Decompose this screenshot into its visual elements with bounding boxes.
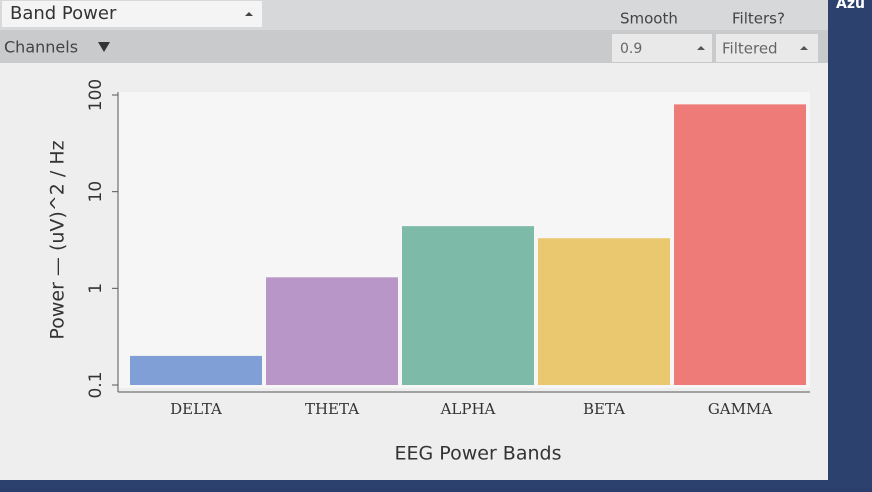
dropdown-arrow xyxy=(245,12,253,16)
bar xyxy=(402,226,534,385)
y-tick-label: 0.1 xyxy=(86,371,106,398)
x-tick-label: GAMMA xyxy=(708,400,773,418)
dropdown-arrow xyxy=(800,46,808,50)
widget-title: Band Power xyxy=(10,3,117,24)
smooth-select[interactable] xyxy=(612,34,712,62)
y-tick-label: 1 xyxy=(86,283,106,294)
filters-label: Filters? xyxy=(732,10,785,28)
filters-select[interactable] xyxy=(716,34,818,62)
bar xyxy=(266,277,398,385)
channels-button[interactable]: Channels xyxy=(4,38,78,57)
x-tick-label: ALPHA xyxy=(440,400,496,418)
bar xyxy=(130,355,262,385)
widget-select[interactable] xyxy=(2,1,262,27)
x-axis-label: EEG Power Bands xyxy=(395,443,562,465)
y-axis-label: Power — (uV)^2 / Hz xyxy=(47,140,69,339)
channels-arrow xyxy=(98,42,110,52)
y-tick-label: 10 xyxy=(86,181,106,203)
y-tick-label: 100 xyxy=(86,79,106,111)
filters-value: Filtered xyxy=(722,40,778,58)
x-tick-label: THETA xyxy=(305,400,359,418)
bar xyxy=(538,238,670,385)
corner-text: Azu xyxy=(836,0,865,12)
x-tick-label: BETA xyxy=(583,400,625,418)
smooth-value: 0.9 xyxy=(620,41,642,57)
smooth-label: Smooth xyxy=(620,10,678,28)
x-tick-label: DELTA xyxy=(170,400,222,418)
bar xyxy=(674,104,806,385)
dropdown-arrow xyxy=(697,46,705,50)
